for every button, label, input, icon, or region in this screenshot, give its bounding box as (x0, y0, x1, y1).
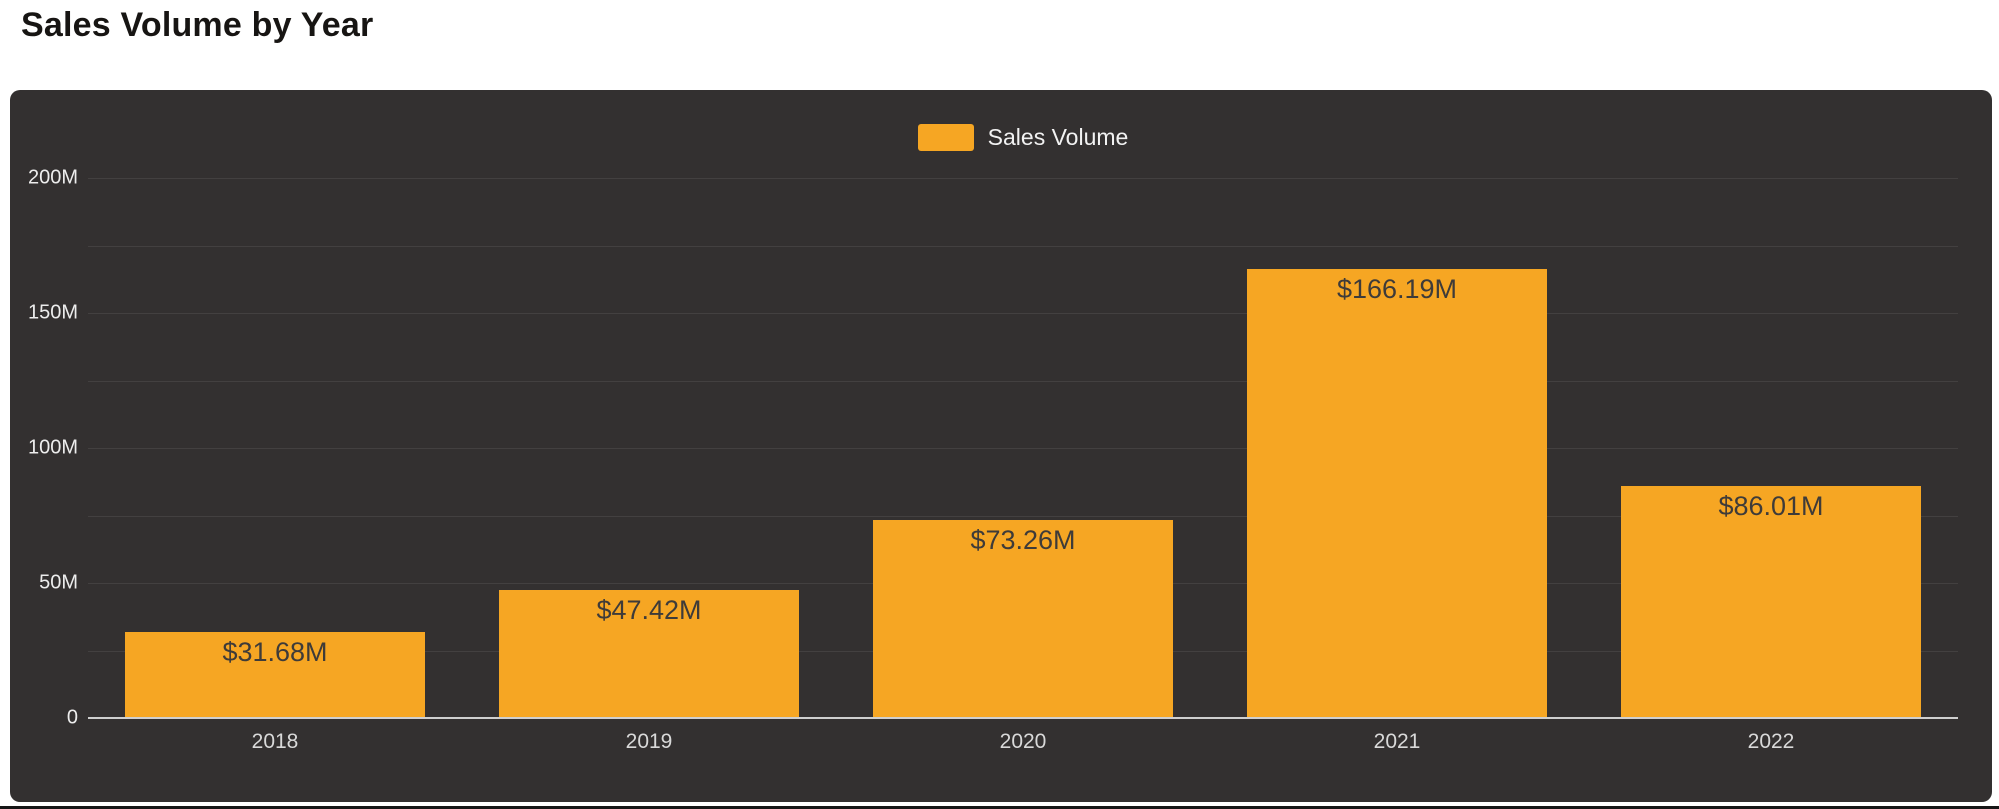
x-axis-tick-label-2022: 2022 (1747, 730, 1795, 753)
bottom-edge (0, 806, 1999, 809)
gridline-175M (88, 245, 1958, 247)
x-axis-tick-label-2021: 2021 (1373, 730, 1421, 753)
bar-2018[interactable]: $31.68M (125, 632, 425, 718)
x-axis-tick-label-2018: 2018 (251, 730, 299, 753)
x-axis-line (88, 717, 1958, 719)
legend-item-sales-volume[interactable]: Sales Volume (88, 124, 1958, 151)
bar-2020[interactable]: $73.26M (873, 520, 1173, 718)
bar-2022[interactable]: $86.01M (1621, 485, 1921, 718)
bar-value-label: $86.01M (1718, 490, 1824, 521)
bar-value-label: $31.68M (222, 637, 328, 668)
y-axis-tick-label: 150M (27, 301, 78, 324)
x-axis-tick-label-2020: 2020 (999, 730, 1047, 753)
bar-2019[interactable]: $47.42M (499, 589, 799, 718)
y-axis-tick-label: 0 (66, 706, 78, 729)
y-axis-tick-label: 200M (27, 166, 78, 189)
y-axis-tick-label: 100M (27, 436, 78, 459)
gridline-150M (88, 313, 1958, 314)
gridline-100M (88, 448, 1958, 449)
legend-swatch-icon (917, 124, 974, 151)
legend-label: Sales Volume (987, 124, 1129, 150)
gridline-200M (88, 178, 1958, 179)
bar-value-label: $47.42M (596, 594, 702, 625)
bar-value-label: $73.26M (970, 525, 1076, 556)
bar-2021[interactable]: $166.19M (1247, 269, 1547, 718)
bar-value-label: $166.19M (1336, 274, 1458, 305)
chart-card: Sales Volume 0 50M 100M 150M 200M $31.68M 2018… (10, 90, 1992, 802)
y-axis-tick-label: 50M (39, 571, 78, 594)
x-axis-tick-label-2019: 2019 (625, 730, 673, 753)
gridline-75M (88, 515, 1958, 517)
page-title: Sales Volume by Year (21, 6, 374, 44)
gridline-125M (88, 380, 1958, 382)
